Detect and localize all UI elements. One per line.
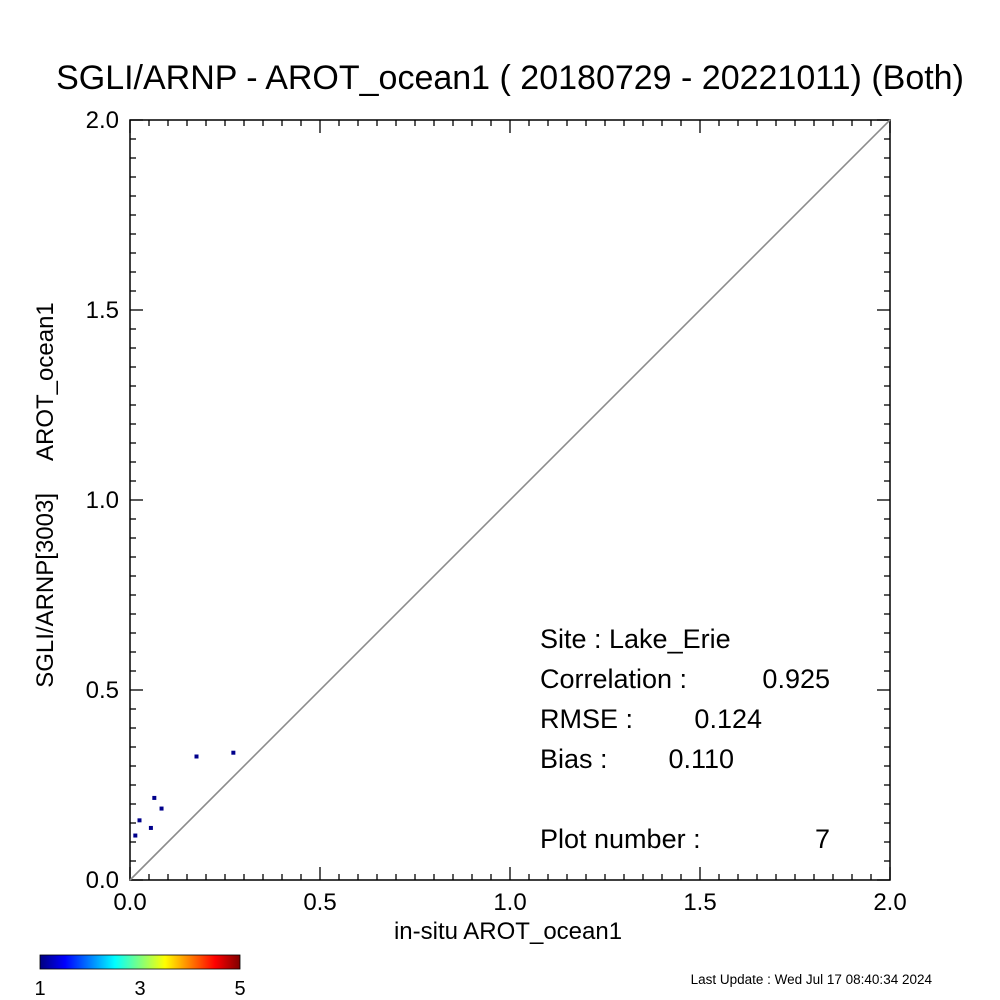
- axis-ticks: [129, 119, 891, 881]
- stats-box: Site : Lake_Erie Correlation : 0.925 RMS…: [540, 624, 830, 854]
- correlation-label: Correlation :: [540, 664, 687, 694]
- one-to-one-line: [129, 119, 891, 881]
- plot-number-label: Plot number :: [540, 824, 701, 854]
- bias-value: 0.110: [668, 744, 734, 774]
- last-update-text: Last Update : Wed Jul 17 08:40:34 2024: [691, 972, 933, 987]
- y-tick-label: 0.5: [86, 677, 119, 704]
- site-label: Site : Lake_Erie: [540, 624, 731, 654]
- colorbar-gradient: [39, 954, 241, 970]
- bias-label: Bias :: [540, 744, 608, 774]
- y-tick-label: 1.5: [86, 297, 119, 324]
- colorbar-min-label: 1: [34, 978, 45, 1000]
- rmse-label: RMSE :: [540, 704, 633, 734]
- y-tick-label: 2.0: [86, 107, 119, 134]
- plot-area: [129, 119, 891, 881]
- x-axis-tick-labels: 0.0 0.5 1.0 1.5 2.0: [113, 889, 906, 916]
- data-point: [137, 818, 142, 823]
- data-point: [152, 795, 157, 800]
- y-axis-title: SGLI/ARNP[3003] AROT_ocean1: [32, 302, 59, 688]
- x-tick-label: 2.0: [873, 889, 906, 916]
- data-point: [159, 806, 164, 811]
- colorbar-max-label: 5: [234, 978, 245, 1000]
- y-axis-tick-labels: 0.0 0.5 1.0 1.5 2.0: [86, 107, 119, 894]
- x-axis-title: in-situ AROT_ocean1: [394, 918, 622, 945]
- rmse-value: 0.124: [694, 704, 762, 734]
- y-tick-label: 0.0: [86, 867, 119, 894]
- y-tick-label: 1.0: [86, 487, 119, 514]
- chart-title: SGLI/ARNP - AROT_ocean1 ( 20180729 - 202…: [56, 59, 964, 97]
- data-points: [133, 750, 236, 838]
- x-tick-label: 0.0: [113, 889, 146, 916]
- x-tick-label: 1.5: [683, 889, 716, 916]
- data-point: [133, 833, 138, 838]
- x-tick-label: 0.5: [303, 889, 336, 916]
- data-point: [231, 750, 236, 755]
- data-point: [194, 754, 199, 759]
- plot-number-value: 7: [815, 824, 830, 854]
- data-point: [148, 825, 153, 830]
- x-tick-label: 1.0: [493, 889, 526, 916]
- colorbar-mid-label: 3: [134, 978, 145, 1000]
- correlation-value: 0.925: [762, 664, 830, 694]
- colorbar: 1 3 5: [34, 954, 246, 1000]
